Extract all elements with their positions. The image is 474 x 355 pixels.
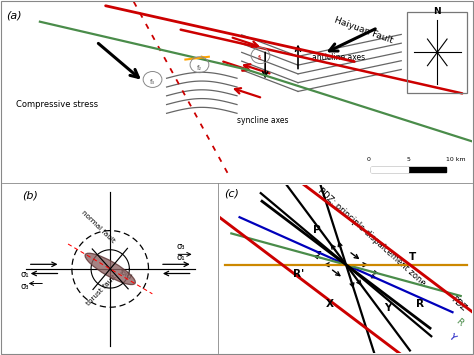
- Text: σ₃: σ₃: [176, 242, 184, 251]
- Text: T: T: [409, 252, 416, 262]
- Text: (a): (a): [6, 11, 22, 21]
- Text: X: X: [326, 299, 334, 309]
- Bar: [371, 167, 408, 172]
- Text: 0: 0: [366, 157, 370, 162]
- Text: Y: Y: [447, 332, 456, 343]
- Text: f₁: f₁: [258, 55, 263, 61]
- Text: R: R: [416, 299, 424, 309]
- Text: σ₃: σ₃: [20, 282, 28, 291]
- Text: Haiyuan Fault: Haiyuan Fault: [333, 16, 394, 45]
- Text: N: N: [433, 7, 441, 16]
- Text: syncline axes: syncline axes: [237, 116, 289, 125]
- Ellipse shape: [85, 253, 136, 285]
- Text: f₃: f₃: [150, 79, 155, 85]
- Text: thrust fault: thrust fault: [85, 273, 118, 306]
- Text: σ₁: σ₁: [20, 271, 29, 279]
- Text: Y: Y: [384, 303, 391, 313]
- Text: σ₁: σ₁: [176, 253, 185, 262]
- Text: anticline axes: anticline axes: [312, 53, 365, 61]
- Text: f₂: f₂: [197, 65, 202, 71]
- Text: Compressive stress: Compressive stress: [17, 100, 99, 109]
- Text: 5: 5: [406, 157, 410, 162]
- Text: normal fault: normal fault: [80, 209, 116, 244]
- Text: R': R': [293, 269, 304, 279]
- Text: 10 km: 10 km: [446, 157, 465, 162]
- Text: P: P: [313, 225, 321, 235]
- Text: (b): (b): [22, 190, 38, 200]
- Text: R: R: [454, 317, 465, 328]
- Text: fold: fold: [118, 269, 133, 281]
- Text: (c): (c): [224, 189, 239, 199]
- Bar: [371, 167, 446, 172]
- Text: PDZ: PDZ: [449, 295, 468, 313]
- Text: PDZ: principle dispalcement zone: PDZ: principle dispalcement zone: [316, 187, 427, 288]
